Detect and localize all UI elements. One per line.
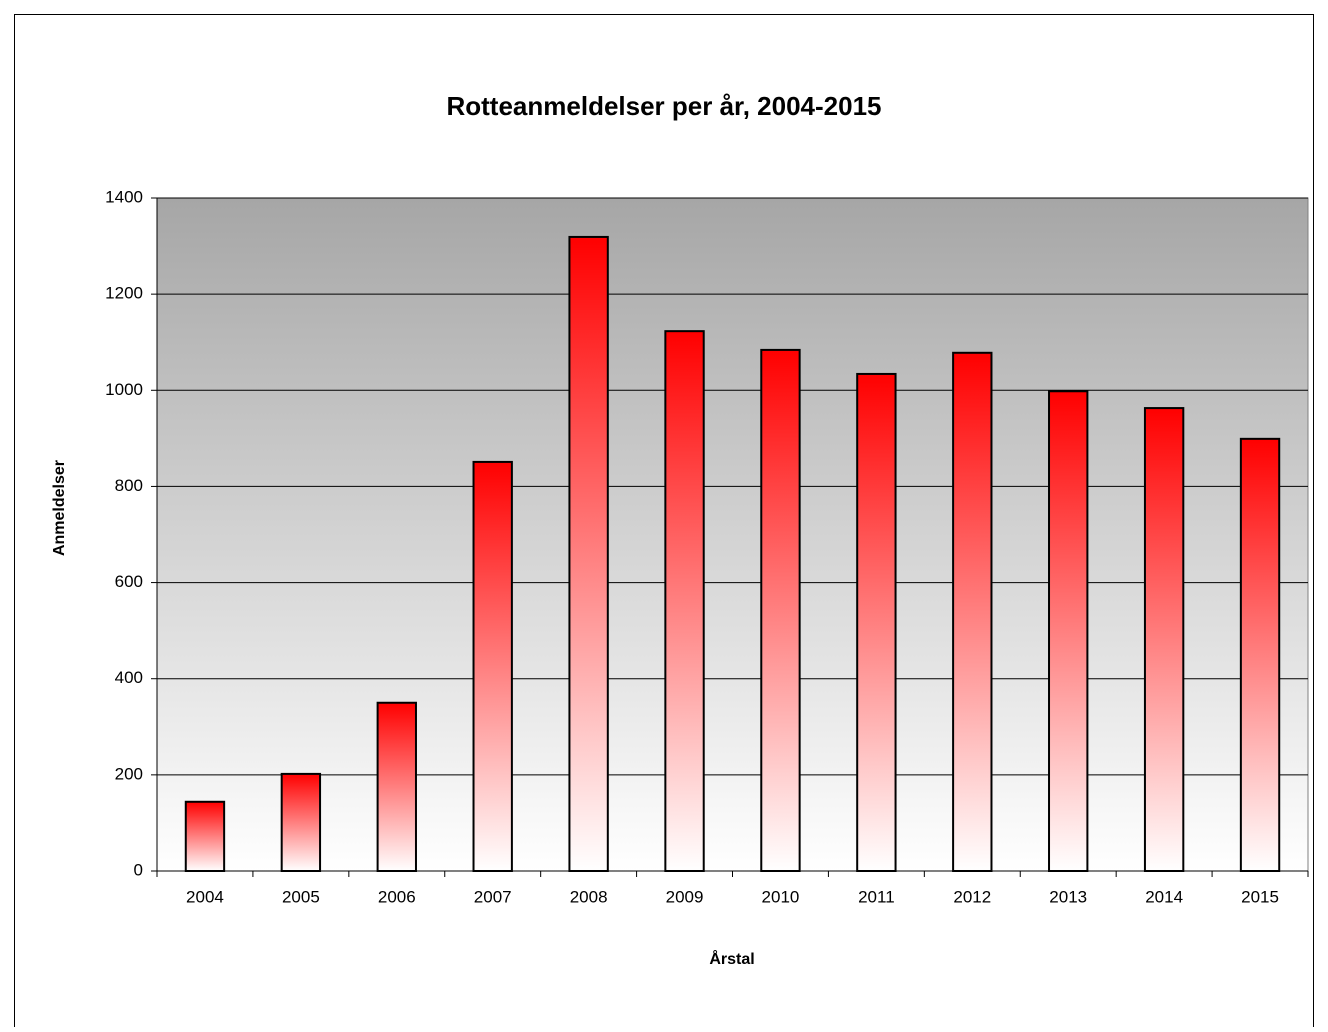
bar: [472, 460, 513, 872]
y-tick-label: 1200: [105, 284, 143, 303]
bar: [760, 348, 801, 872]
bar: [280, 772, 322, 872]
x-tick-label: 2013: [1049, 887, 1087, 906]
x-tick-label: 2014: [1145, 887, 1183, 906]
bar: [1143, 407, 1185, 872]
y-tick-label: 400: [115, 668, 143, 687]
bar: [856, 372, 897, 872]
x-axis-label: Årstal: [709, 949, 754, 968]
y-tick-label: 600: [115, 572, 143, 591]
bar: [376, 701, 417, 872]
y-tick-label: 800: [115, 476, 143, 495]
y-tick-label: 0: [134, 860, 143, 879]
bar: [1048, 390, 1089, 872]
bar: [664, 330, 705, 873]
bar: [184, 800, 226, 873]
x-tick-label: 2006: [378, 887, 416, 906]
y-tick-label: 1400: [105, 187, 143, 206]
x-tick-label: 2011: [858, 887, 895, 906]
x-tick-label: 2007: [474, 887, 512, 906]
x-tick-label: 2008: [570, 887, 608, 906]
chart-title: Rotteanmeldelser per år, 2004-2015: [446, 91, 881, 121]
x-tick-label: 2004: [186, 887, 224, 906]
x-tick-label: 2015: [1241, 887, 1279, 906]
plot-area: [156, 197, 1309, 872]
x-tick-label: 2012: [953, 887, 991, 906]
bar: [568, 235, 609, 872]
y-tick-label: 1000: [105, 380, 143, 399]
y-tick-label: 200: [115, 764, 143, 783]
y-axis-label: Anmeldelser: [51, 460, 68, 556]
x-tick-label: 2005: [282, 887, 320, 906]
x-tick-label: 2009: [666, 887, 704, 906]
bar: [1239, 437, 1281, 872]
x-tick-label: 2010: [762, 887, 800, 906]
bar: [952, 351, 993, 873]
